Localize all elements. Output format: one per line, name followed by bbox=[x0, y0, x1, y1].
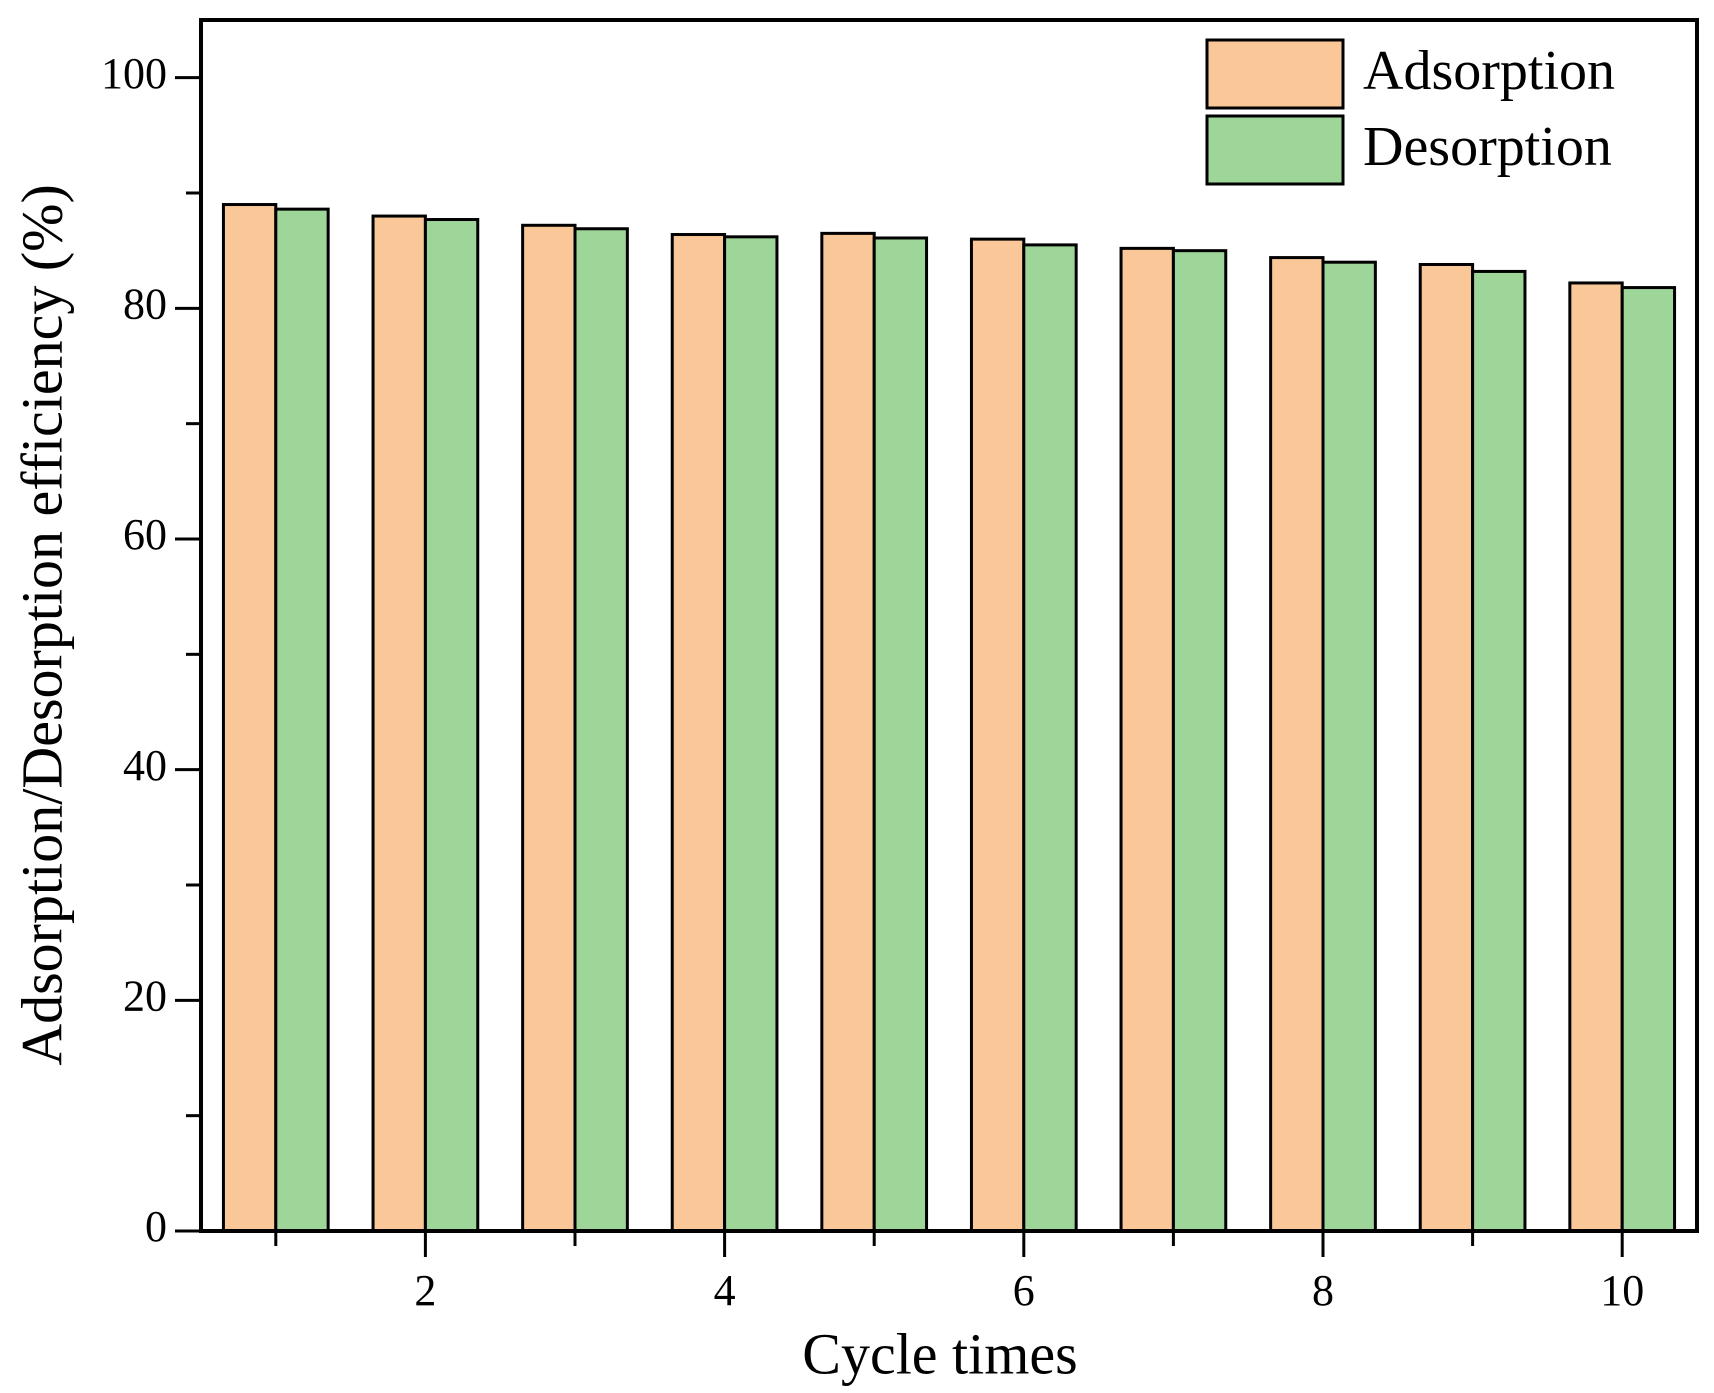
y-tick-label: 40 bbox=[123, 741, 167, 790]
bar bbox=[221, 203, 278, 1233]
legend-swatch bbox=[1205, 114, 1345, 186]
y-tick-label: 100 bbox=[101, 49, 167, 98]
y-tick-label: 60 bbox=[123, 510, 167, 559]
y-tick-label: 0 bbox=[145, 1202, 167, 1251]
y-tick-label: 80 bbox=[123, 279, 167, 328]
x-axis-label: Cycle times bbox=[802, 1321, 1077, 1386]
y-axis-label: Adsorption/Desorption efficiency (%) bbox=[9, 184, 74, 1066]
bar bbox=[573, 227, 629, 1233]
bar bbox=[872, 236, 929, 1233]
bar bbox=[521, 223, 577, 1233]
legend-label: Desorption bbox=[1363, 116, 1612, 178]
bar bbox=[1119, 246, 1175, 1233]
bar bbox=[274, 207, 330, 1233]
plot-frame bbox=[199, 18, 1699, 1233]
bar bbox=[969, 237, 1026, 1233]
bar bbox=[1022, 243, 1078, 1233]
legend-swatch bbox=[1205, 38, 1345, 110]
bar bbox=[1418, 263, 1475, 1233]
x-tick-label: 10 bbox=[1600, 1266, 1644, 1315]
bar bbox=[1568, 281, 1624, 1233]
x-tick-label: 2 bbox=[414, 1266, 436, 1315]
x-tick-label: 8 bbox=[1312, 1266, 1334, 1315]
bar bbox=[723, 235, 779, 1233]
bar bbox=[371, 214, 427, 1233]
bar bbox=[423, 218, 480, 1233]
bar bbox=[670, 233, 727, 1233]
bar bbox=[1620, 286, 1677, 1233]
bar bbox=[820, 231, 876, 1233]
x-tick-label: 4 bbox=[714, 1266, 736, 1315]
bar bbox=[1269, 256, 1325, 1233]
bar bbox=[1171, 249, 1228, 1233]
bar bbox=[1321, 260, 1377, 1233]
y-tick-label: 20 bbox=[123, 971, 167, 1020]
legend-label: Adsorption bbox=[1363, 40, 1615, 102]
bar bbox=[1471, 269, 1527, 1233]
x-tick-label: 6 bbox=[1013, 1266, 1035, 1315]
